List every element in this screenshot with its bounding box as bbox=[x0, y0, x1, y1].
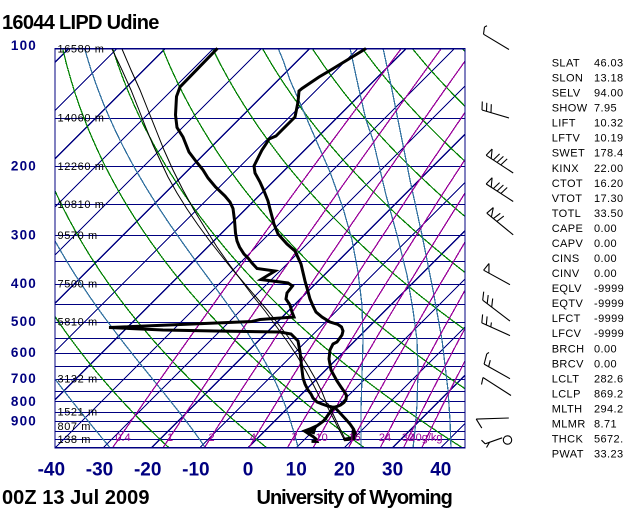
svg-text:KINX: KINX bbox=[552, 163, 580, 175]
svg-text:7: 7 bbox=[292, 432, 298, 444]
svg-text:TOTL: TOTL bbox=[552, 208, 582, 220]
svg-text:3132 m: 3132 m bbox=[58, 374, 98, 386]
svg-text:5810 m: 5810 m bbox=[58, 317, 98, 329]
svg-text:-9999: -9999 bbox=[594, 313, 624, 325]
svg-text:22.00: 22.00 bbox=[594, 163, 624, 175]
svg-text:1: 1 bbox=[167, 432, 173, 444]
svg-text:LFTV: LFTV bbox=[552, 133, 581, 145]
svg-text:00Z 13 Jul 2009: 00Z 13 Jul 2009 bbox=[2, 487, 150, 509]
svg-text:200: 200 bbox=[11, 159, 37, 174]
svg-text:30: 30 bbox=[382, 460, 403, 481]
svg-text:33.23: 33.23 bbox=[594, 449, 624, 461]
svg-text:10.19: 10.19 bbox=[594, 133, 624, 145]
svg-text:THCK: THCK bbox=[552, 434, 584, 446]
svg-text:7500 m: 7500 m bbox=[58, 279, 98, 291]
svg-text:CAPV: CAPV bbox=[552, 238, 584, 250]
svg-text:16.20: 16.20 bbox=[594, 178, 624, 190]
svg-text:-20: -20 bbox=[134, 460, 161, 481]
svg-text:700: 700 bbox=[11, 371, 37, 386]
svg-text:CAPE: CAPE bbox=[552, 223, 584, 235]
svg-text:300: 300 bbox=[11, 227, 37, 242]
svg-text:-30: -30 bbox=[86, 460, 113, 481]
svg-text:0.00: 0.00 bbox=[594, 358, 617, 370]
svg-text:-9999: -9999 bbox=[594, 298, 624, 310]
svg-text:4: 4 bbox=[250, 432, 256, 444]
svg-text:0.00: 0.00 bbox=[594, 343, 617, 355]
svg-text:40g/kg: 40g/kg bbox=[410, 432, 443, 444]
svg-text:LIFT: LIFT bbox=[552, 118, 576, 130]
svg-text:BRCH: BRCH bbox=[552, 343, 585, 355]
svg-text:282.6: 282.6 bbox=[594, 373, 624, 385]
svg-text:1521 m: 1521 m bbox=[58, 407, 98, 419]
svg-text:10.32: 10.32 bbox=[594, 118, 624, 130]
svg-text:7.95: 7.95 bbox=[594, 103, 617, 115]
svg-text:16580 m: 16580 m bbox=[58, 44, 105, 56]
svg-text:-10: -10 bbox=[182, 460, 209, 481]
svg-text:EQTV: EQTV bbox=[552, 298, 584, 310]
svg-text:CINV: CINV bbox=[552, 268, 580, 280]
svg-text:32: 32 bbox=[402, 432, 414, 444]
svg-text:10: 10 bbox=[286, 460, 307, 481]
svg-text:10810 m: 10810 m bbox=[58, 199, 105, 211]
svg-text:14060 m: 14060 m bbox=[58, 112, 105, 124]
svg-text:100: 100 bbox=[11, 38, 37, 53]
svg-text:24: 24 bbox=[379, 432, 391, 444]
svg-text:0.4: 0.4 bbox=[115, 432, 130, 444]
svg-text:CINS: CINS bbox=[552, 253, 580, 265]
svg-text:2: 2 bbox=[208, 432, 214, 444]
svg-text:13.18: 13.18 bbox=[594, 73, 624, 85]
svg-text:17.30: 17.30 bbox=[594, 193, 624, 205]
svg-text:CTOT: CTOT bbox=[552, 178, 583, 190]
svg-text:BRCV: BRCV bbox=[552, 358, 584, 370]
svg-text:SLAT: SLAT bbox=[552, 58, 580, 70]
svg-text:VTOT: VTOT bbox=[552, 193, 583, 205]
svg-text:869.2: 869.2 bbox=[594, 388, 624, 400]
svg-text:LFCV: LFCV bbox=[552, 328, 582, 340]
svg-text:138 m: 138 m bbox=[58, 434, 92, 446]
svg-text:807 m: 807 m bbox=[58, 421, 92, 433]
svg-text:0.00: 0.00 bbox=[594, 268, 617, 280]
svg-text:10: 10 bbox=[315, 432, 327, 444]
svg-text:PWAT: PWAT bbox=[552, 449, 584, 461]
svg-text:MLTH: MLTH bbox=[552, 403, 583, 415]
svg-text:5672.: 5672. bbox=[594, 434, 624, 446]
svg-text:600: 600 bbox=[11, 345, 37, 360]
svg-text:LCLP: LCLP bbox=[552, 388, 581, 400]
svg-text:9570 m: 9570 m bbox=[58, 230, 98, 242]
svg-text:400: 400 bbox=[11, 276, 37, 291]
svg-text:40: 40 bbox=[430, 460, 451, 481]
svg-text:SLON: SLON bbox=[552, 73, 584, 85]
svg-text:16: 16 bbox=[349, 432, 361, 444]
svg-text:0: 0 bbox=[243, 460, 254, 481]
svg-text:EQLV: EQLV bbox=[552, 283, 582, 295]
svg-text:94.00: 94.00 bbox=[594, 88, 624, 100]
svg-text:University of Wyoming: University of Wyoming bbox=[257, 487, 452, 509]
svg-text:500: 500 bbox=[11, 314, 37, 329]
svg-text:-9999: -9999 bbox=[594, 283, 624, 295]
svg-text:800: 800 bbox=[11, 394, 37, 409]
svg-text:20: 20 bbox=[334, 460, 355, 481]
svg-text:SHOW: SHOW bbox=[552, 103, 588, 115]
svg-text:SWET: SWET bbox=[552, 148, 585, 160]
svg-text:SELV: SELV bbox=[552, 88, 581, 100]
svg-text:LFCT: LFCT bbox=[552, 313, 581, 325]
svg-text:12260 m: 12260 m bbox=[58, 161, 105, 173]
svg-text:0.00: 0.00 bbox=[594, 223, 617, 235]
svg-text:LCLT: LCLT bbox=[552, 373, 580, 385]
svg-text:0.00: 0.00 bbox=[594, 238, 617, 250]
svg-text:-9999: -9999 bbox=[594, 328, 624, 340]
svg-text:-40: -40 bbox=[38, 460, 65, 481]
svg-text:178.4: 178.4 bbox=[594, 148, 624, 160]
svg-text:46.03: 46.03 bbox=[594, 58, 624, 70]
svg-text:16044 LIPD Udine: 16044 LIPD Udine bbox=[2, 12, 159, 34]
svg-text:0.00: 0.00 bbox=[594, 253, 617, 265]
svg-text:294.2: 294.2 bbox=[594, 403, 624, 415]
svg-text:MLMR: MLMR bbox=[552, 419, 586, 431]
svg-text:8.71: 8.71 bbox=[594, 419, 617, 431]
svg-text:900: 900 bbox=[11, 414, 37, 429]
svg-text:33.50: 33.50 bbox=[594, 208, 624, 220]
